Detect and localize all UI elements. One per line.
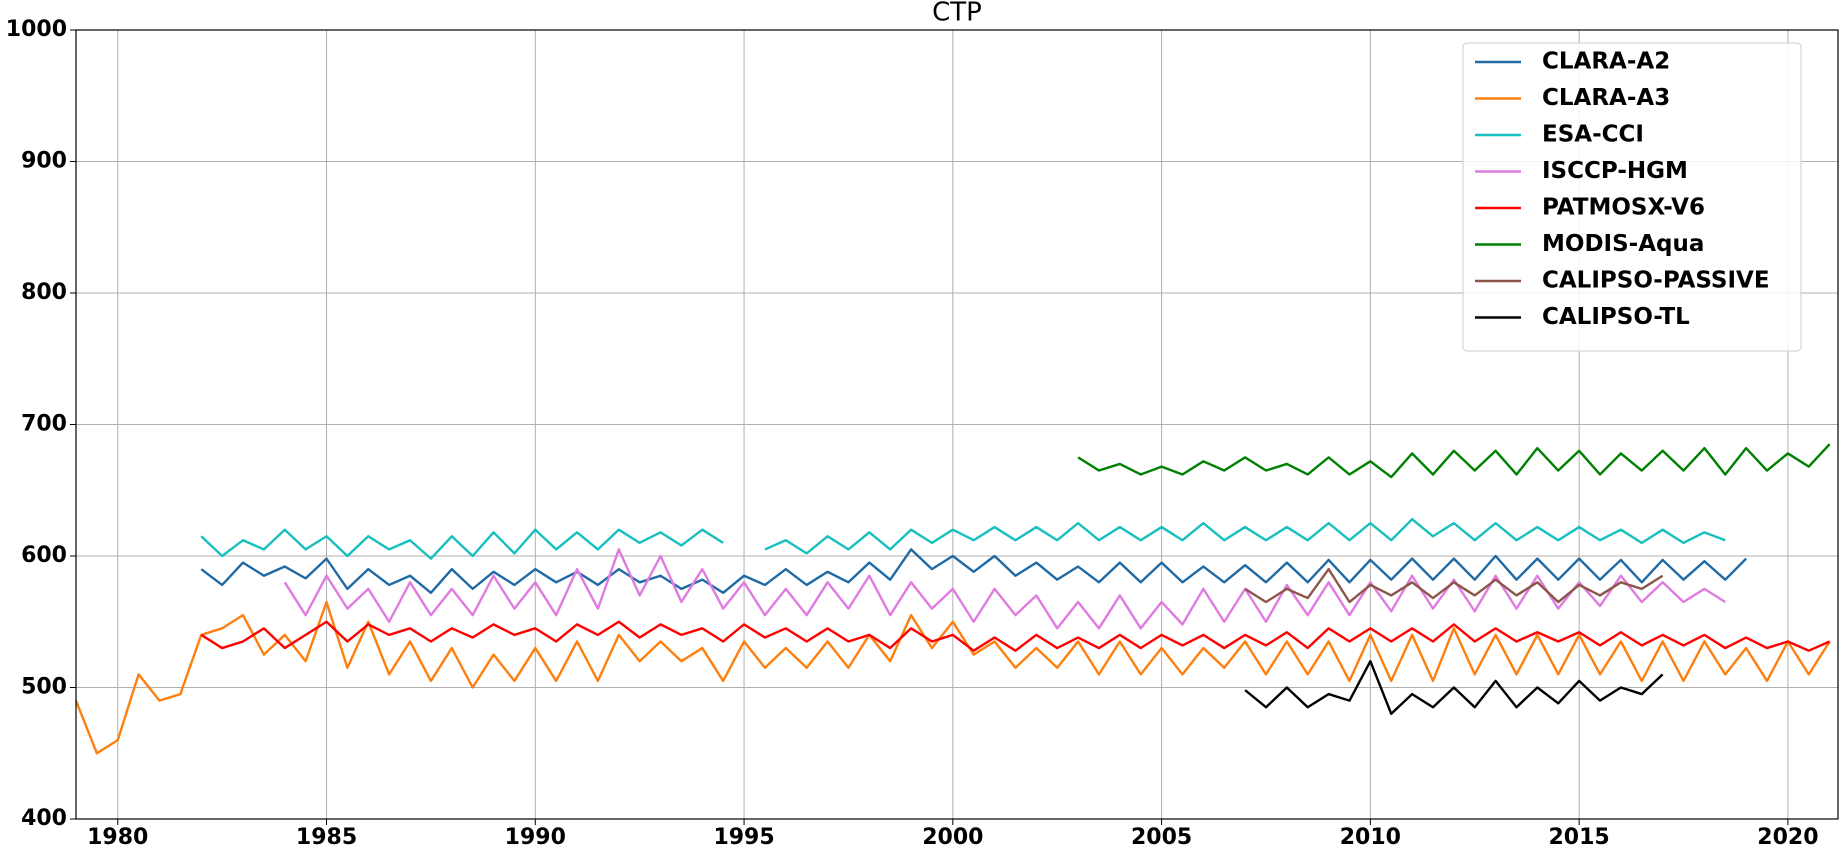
y-tick-label: 1000 (6, 17, 67, 42)
legend-box (1462, 42, 1802, 352)
x-tick-label: 1995 (713, 825, 774, 848)
series-line (74, 600, 1831, 755)
y-tick-label: 700 (21, 412, 67, 437)
y-tick-label: 400 (21, 806, 67, 831)
y-tick-label: 900 (21, 149, 67, 174)
series-line (1077, 443, 1831, 479)
legend-label: PATMOSX-V6 (1542, 195, 1705, 221)
series-line (200, 548, 1747, 595)
y-tick-label: 500 (21, 675, 67, 700)
x-tick-label: 1980 (87, 825, 148, 848)
x-tick-label: 2010 (1340, 825, 1401, 848)
legend: CLARA-A2 CLARA-A3 ESA-CCI ISCCP-HGM PATMOSX-… (1462, 42, 1802, 352)
x-tick-label: 1990 (505, 825, 566, 848)
y-tick-label: 600 (21, 543, 67, 568)
x-tick-label: 2000 (922, 825, 983, 848)
series-line (200, 620, 1831, 652)
x-tick-label: 2005 (1131, 825, 1192, 848)
x-tick-label: 2015 (1549, 825, 1610, 848)
chart-title: CTP (932, 0, 982, 28)
x-tick-label: 1985 (296, 825, 357, 848)
series-line (1244, 660, 1664, 715)
plot-frame (75, 29, 1839, 820)
series-line (1244, 567, 1664, 604)
legend-label: CLARA-A2 (1542, 49, 1670, 75)
legend-label: CLARA-A3 (1542, 85, 1670, 111)
legend-label: ISCCP-HGM (1542, 158, 1688, 184)
x-tick-label: 2020 (1757, 825, 1818, 848)
legend-label: CALIPSO-TL (1542, 304, 1690, 330)
series-line (200, 517, 1726, 560)
legend-label: MODIS-Aqua (1542, 231, 1704, 257)
legend-label: CALIPSO-PASSIVE (1542, 268, 1770, 294)
series-line (283, 548, 1726, 630)
y-tick-label: 800 (21, 280, 67, 305)
legend-label: ESA-CCI (1542, 122, 1644, 148)
